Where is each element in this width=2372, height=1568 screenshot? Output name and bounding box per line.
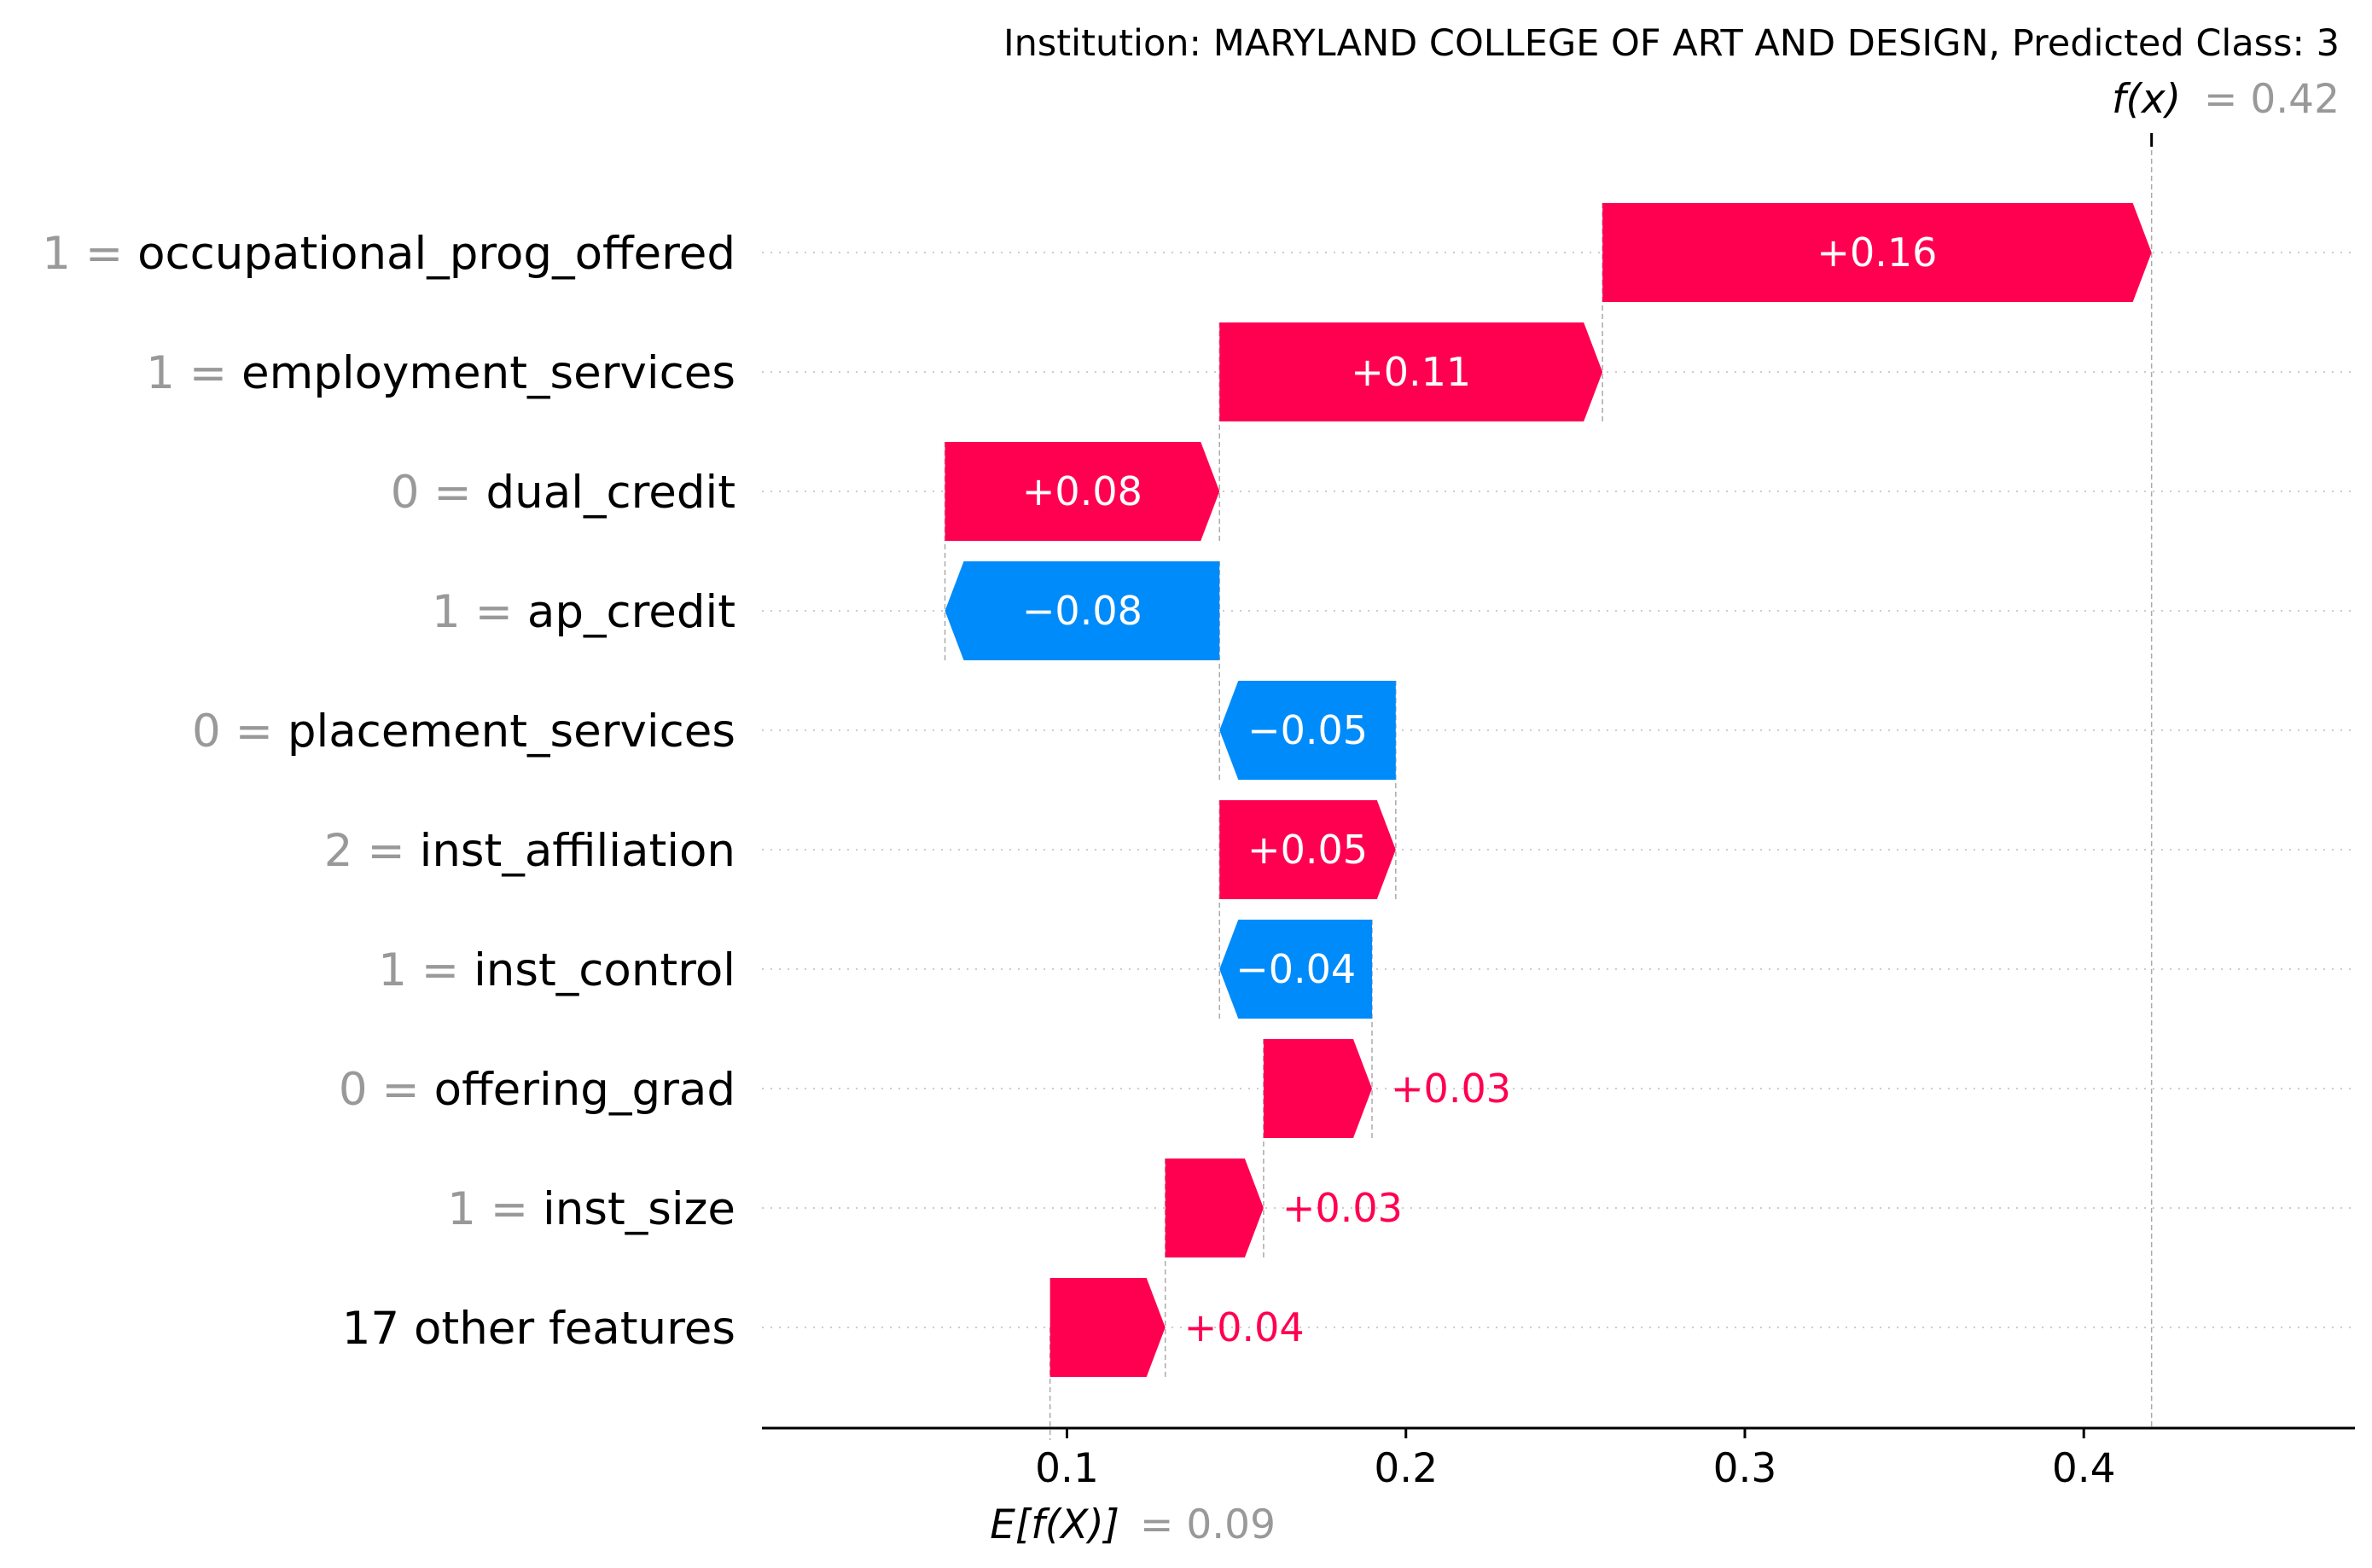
- feature-name: offering_grad: [434, 1064, 735, 1116]
- bar-5: [1219, 800, 1396, 899]
- svg-text:= 0.09: = 0.09: [1140, 1501, 1276, 1548]
- feature-label-9: 17 other features: [342, 1303, 735, 1355]
- bar-label-9: +0.04: [1184, 1304, 1305, 1350]
- feature-value: 1 =: [378, 944, 474, 996]
- bar-label-3: −0.08: [1022, 588, 1142, 634]
- feature-value: 0 =: [339, 1064, 434, 1116]
- feature-label-8: 1 = inst_size: [447, 1183, 735, 1235]
- bar-1: [1219, 322, 1603, 421]
- fx-label: f(x) = 0.42: [2112, 76, 2340, 123]
- x-axis: 0.1 0.2 0.3 0.4: [762, 1426, 2355, 1492]
- bar-label-4: −0.05: [1247, 707, 1368, 753]
- bar-label-0: +0.16: [1817, 229, 1937, 276]
- feature-label-7: 0 = offering_grad: [339, 1064, 735, 1116]
- bar-label-2: +0.08: [1022, 468, 1142, 514]
- bar-label-7: +0.03: [1391, 1066, 1511, 1112]
- feature-name: employment_services: [241, 347, 735, 399]
- bar-0: [1602, 203, 2152, 302]
- feature-label-3: 1 = ap_credit: [432, 586, 735, 638]
- feature-value: 1 =: [42, 228, 137, 280]
- fx-value-text: = 0.42: [2204, 76, 2340, 123]
- feature-value: 1 =: [146, 347, 241, 399]
- bar-6: [1219, 920, 1373, 1019]
- feature-label-4: 0 = placement_services: [192, 706, 735, 758]
- fx-label-text: f(x): [2112, 76, 2181, 123]
- feature-label-0: 1 = occupational_prog_offered: [42, 228, 735, 280]
- feature-value: 0 =: [391, 467, 486, 519]
- feature-value: 0 =: [192, 706, 288, 758]
- x-tick-label: 0.4: [2052, 1445, 2116, 1492]
- feature-name: occupational_prog_offered: [137, 228, 735, 280]
- x-tick-label: 0.1: [1035, 1445, 1099, 1492]
- feature-value: 2 =: [324, 825, 420, 877]
- feature-label-6: 1 = inst_control: [378, 944, 735, 996]
- feature-name: inst_affiliation: [420, 825, 735, 877]
- feature-value: 1 =: [447, 1183, 543, 1235]
- feature-name: ap_credit: [527, 586, 735, 638]
- bar-4: [1219, 681, 1396, 780]
- x-tick-label: 0.3: [1713, 1445, 1777, 1492]
- bars: +0.16 +0.11 +0.08 −0.08 −0.05 +0.05 −0.04 +0.03…: [945, 203, 2152, 1377]
- chart-title: Institution: MARYLAND COLLEGE OF ART AND…: [1003, 22, 2340, 65]
- bar-label-6: −0.04: [1235, 946, 1356, 992]
- feature-name: inst_control: [474, 944, 735, 996]
- bar-2: [945, 442, 1220, 541]
- x-tick-label: 0.2: [1374, 1445, 1438, 1492]
- base-label-text: E[f(X)]: [990, 1501, 1119, 1548]
- bar-label-5: +0.05: [1247, 827, 1368, 873]
- bar-3: [945, 561, 1220, 660]
- bar-8: [1165, 1159, 1264, 1257]
- feature-label-1: 1 = employment_services: [146, 347, 735, 399]
- bar-label-8: +0.03: [1282, 1185, 1403, 1231]
- bar-7: [1263, 1039, 1373, 1138]
- feature-label-2: 0 = dual_credit: [391, 467, 735, 519]
- base-value-label: E[f(X)] = 0.09: [990, 1501, 1276, 1548]
- feature-name: inst_size: [543, 1183, 735, 1235]
- feature-label-5: 2 = inst_affiliation: [324, 825, 735, 877]
- svg-text:f(x) = 0.42: f(x) = 0.42: [2112, 76, 2340, 123]
- bar-label-1: +0.11: [1351, 349, 1471, 395]
- feature-name: dual_credit: [486, 467, 735, 519]
- svg-text:E[f(X)]: E[f(X)]: [990, 1501, 1119, 1548]
- feature-name: placement_services: [288, 706, 735, 758]
- feature-name: 17 other features: [342, 1303, 735, 1355]
- bar-9: [1049, 1278, 1166, 1377]
- base-value-text: = 0.09: [1140, 1501, 1276, 1548]
- feature-value: 1 =: [432, 586, 527, 638]
